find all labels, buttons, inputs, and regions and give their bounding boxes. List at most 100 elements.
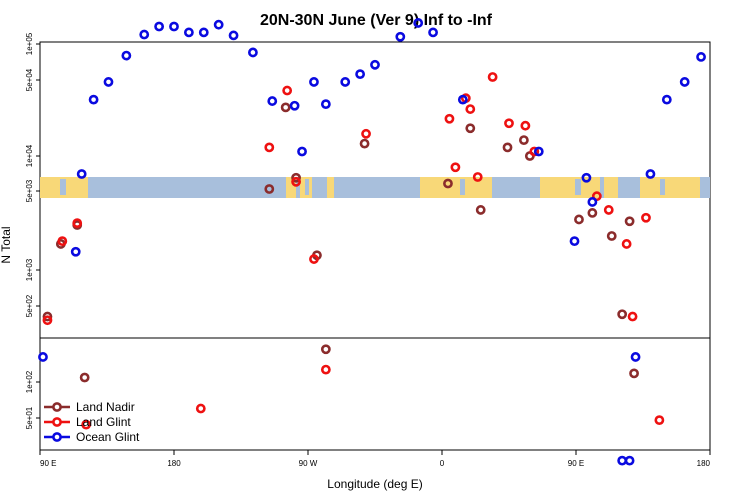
map-water-inlet-0	[60, 179, 66, 195]
land-glint-point	[603, 205, 614, 215]
ocean-glint-point	[457, 94, 468, 105]
map-land-3	[327, 177, 334, 198]
land-glint-point	[487, 72, 498, 82]
land-glint-point	[641, 212, 651, 223]
x-tick-label: 0	[440, 459, 445, 468]
ocean-glint-point	[198, 27, 209, 38]
ocean-glint-point	[169, 21, 179, 32]
land-nadir-point	[280, 102, 291, 113]
ocean-glint-point	[320, 99, 331, 110]
land-nadir-point	[587, 208, 598, 218]
land-nadir-point	[518, 135, 529, 146]
map-water-inlet-6	[660, 179, 665, 195]
x-tick-label: 180	[697, 459, 711, 468]
land-glint-point	[591, 191, 602, 202]
data-points	[38, 18, 706, 466]
legend-label-land-nadir: Land Nadir	[76, 400, 135, 414]
land-glint-point	[529, 146, 540, 157]
ocean-glint-point	[587, 197, 598, 207]
ocean-glint-point	[645, 169, 656, 179]
land-nadir-point	[629, 368, 639, 379]
map-land-7	[640, 177, 700, 198]
y-tick-label: 5e+03	[25, 179, 34, 202]
ocean-glint-point	[297, 146, 307, 157]
map-land-6	[604, 177, 618, 198]
land-glint-point	[81, 419, 92, 430]
ocean-glint-point	[581, 172, 592, 183]
map-water-inlet-1	[305, 179, 309, 195]
y-axis: 1e+05 5e+04 1e+04 5e+03 1e+03 5e+02 1e+02 5e+01	[25, 32, 40, 429]
ocean-glint-point	[88, 94, 99, 105]
land-nadir-point	[624, 216, 635, 227]
y-axis-label: N Total	[0, 226, 13, 263]
y-tick-label: 1e+02	[25, 370, 34, 393]
y-tick-label: 1e+05	[25, 32, 34, 55]
ocean-glint-point	[661, 94, 672, 105]
ocean-glint-point	[121, 50, 132, 61]
land-glint-point	[504, 118, 514, 129]
ocean-glint-point	[617, 455, 628, 466]
ocean-glint-point	[630, 352, 641, 362]
ocean-glint-point	[309, 77, 319, 87]
ocean-glint-point	[355, 69, 366, 80]
map-land-4	[420, 177, 492, 198]
ocean-glint-point	[154, 21, 165, 32]
x-tick-label: 90 W	[299, 459, 318, 468]
land-nadir-point	[617, 309, 628, 320]
land-glint-point	[450, 162, 461, 173]
land-glint-point	[444, 113, 455, 124]
land-nadir-point	[42, 311, 53, 322]
land-glint-point	[654, 415, 665, 426]
land-nadir-point	[574, 214, 584, 225]
land-glint-point	[309, 254, 319, 264]
land-glint-point	[291, 176, 301, 187]
ocean-glint-point	[696, 52, 706, 62]
land-glint-point	[465, 104, 476, 114]
y-tick-label: 1e+03	[25, 258, 34, 281]
y-tick-label: 5e+01	[25, 406, 34, 429]
ocean-glint-point	[624, 455, 635, 466]
ocean-glint-point	[428, 27, 438, 38]
ocean-glint-point	[103, 77, 114, 87]
land-nadir-point	[291, 172, 301, 183]
ocean-glint-point	[340, 77, 351, 87]
legend-marker-land-nadir	[52, 402, 62, 412]
ocean-glint-point	[139, 29, 150, 40]
ocean-glint-point	[370, 59, 380, 70]
land-nadir-point	[79, 372, 90, 383]
land-nadir-point	[264, 184, 275, 194]
y-tick-label: 1e+04	[25, 144, 34, 167]
ocean-glint-point	[569, 236, 580, 247]
ocean-glint-point	[679, 77, 690, 87]
land-glint-point	[264, 142, 275, 153]
land-glint-point	[57, 236, 68, 247]
land-nadir-point	[502, 142, 513, 153]
ocean-glint-point	[267, 96, 278, 106]
land-nadir-point	[359, 138, 370, 149]
chart-title: 20N-30N June (Ver 9) Inf to -Inf	[260, 12, 493, 29]
ocean-glint-point	[228, 30, 239, 41]
ocean-glint-point	[38, 352, 48, 362]
land-nadir-point	[320, 344, 331, 355]
lower-panel-frame	[39, 337, 711, 451]
legend-label-ocean-glint: Ocean Glint	[76, 430, 140, 444]
map-water-inlet-4	[522, 179, 526, 195]
map-water-inlet-3	[460, 179, 465, 195]
ocean-glint-point	[70, 246, 81, 257]
ocean-glint-point	[248, 47, 258, 58]
map-land-5	[540, 177, 600, 198]
land-glint-point	[361, 128, 371, 139]
y-tick-label: 5e+02	[25, 294, 34, 317]
world-map-strip	[40, 177, 710, 198]
legend-marker-land-glint	[52, 417, 62, 427]
ocean-glint-point	[76, 169, 87, 179]
land-nadir-point	[465, 123, 476, 134]
y-tick-label: 5e+04	[25, 68, 34, 91]
map-land-1	[286, 177, 296, 198]
ocean-glint-point	[413, 18, 424, 28]
x-tick-label: 90 E	[40, 459, 56, 468]
map-water-inlet-5	[575, 179, 581, 195]
land-glint-point	[42, 315, 53, 326]
